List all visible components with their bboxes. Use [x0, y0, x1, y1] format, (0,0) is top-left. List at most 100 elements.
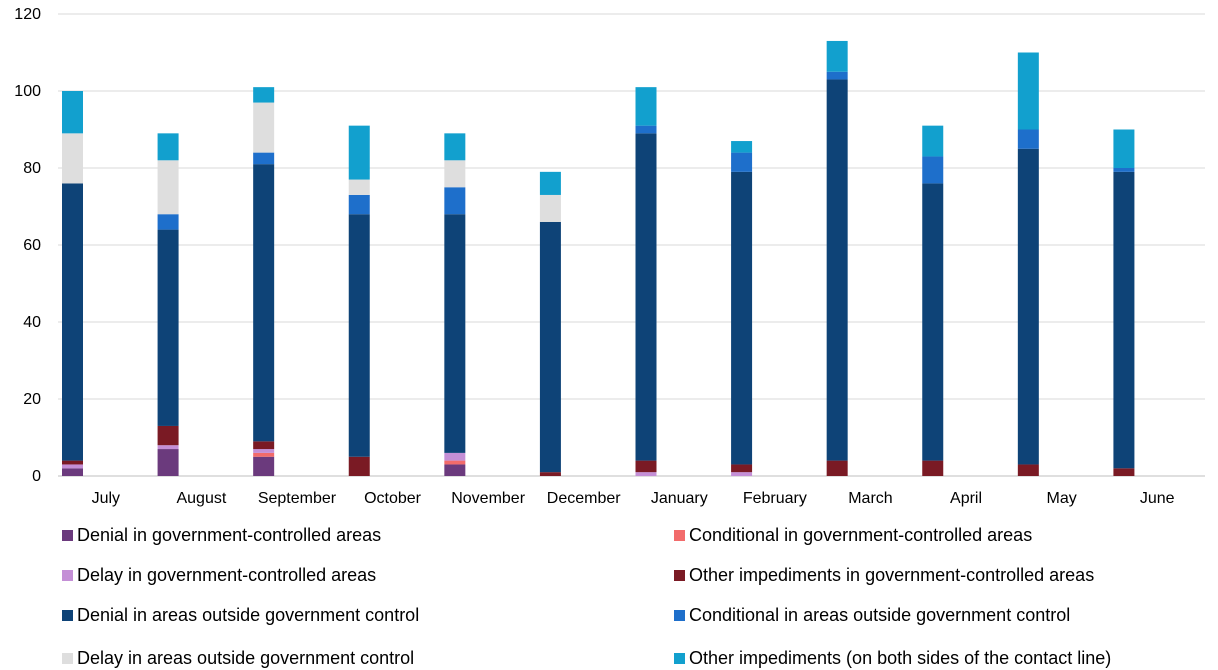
legend-item: Conditional in government-controlled are… [674, 525, 1032, 546]
bar-segment [922, 460, 944, 476]
bar-segment [62, 464, 83, 469]
x-tick-label: March [848, 490, 892, 507]
bar-segment [444, 214, 466, 453]
bar-segment [62, 183, 83, 461]
bar-segment [157, 445, 179, 450]
bar-segment [1113, 468, 1135, 476]
bar-segment [253, 152, 275, 165]
legend-item: Denial in government-controlled areas [62, 525, 381, 546]
y-tick-label: 100 [14, 83, 41, 100]
bar-segment [731, 141, 753, 153]
legend-label: Other impediments (on both sides of the … [689, 648, 1112, 668]
bar-segment [157, 160, 179, 215]
legend-swatch [62, 610, 73, 621]
bar-segment [922, 183, 944, 461]
bar-segment [157, 214, 179, 230]
x-tick-label: May [1047, 490, 1077, 507]
x-tick-label: December [547, 490, 621, 507]
legend-label: Other impediments in government-controll… [689, 565, 1095, 585]
legend-item: Delay in government-controlled areas [62, 565, 376, 586]
bar-segment [922, 125, 944, 157]
bar-segment [731, 464, 753, 473]
x-tick-label: August [176, 490, 226, 507]
legend-swatch [674, 570, 685, 581]
bar-segment [826, 40, 848, 72]
bar-segment [1017, 464, 1039, 476]
legend-swatch [62, 570, 73, 581]
legend-swatch [674, 653, 685, 664]
bar-segment [444, 464, 466, 476]
bar-segment [826, 79, 848, 461]
bar-segment [731, 152, 753, 172]
x-tick-label: July [92, 490, 120, 507]
x-tick-label: September [258, 490, 337, 507]
x-tick-label: June [1140, 490, 1175, 507]
bar-segment [826, 460, 848, 476]
bar-segment [1113, 171, 1135, 469]
bar-segment [348, 179, 370, 195]
x-tick-label: October [364, 490, 422, 507]
bar-segment [253, 452, 275, 457]
legend-swatch [674, 610, 685, 621]
bar-segment [539, 221, 561, 473]
legend-item: Other impediments in government-controll… [674, 565, 1094, 586]
y-tick-label: 0 [32, 468, 41, 485]
y-tick-label: 20 [23, 391, 41, 408]
bar-segment [635, 460, 657, 473]
y-tick-label: 40 [23, 314, 41, 331]
bar-segment [444, 460, 466, 465]
y-tick-label: 60 [23, 237, 41, 254]
bar-segment [635, 472, 657, 476]
bar-segment [253, 449, 275, 453]
bar-segment [62, 133, 83, 184]
legend-label: Denial in areas outside government contr… [77, 605, 420, 625]
legend-item: Delay in areas outside government contro… [62, 648, 414, 669]
bar-segment [539, 171, 561, 195]
bar-segment [1113, 168, 1135, 172]
bar-segment [635, 87, 657, 126]
legend-swatch [62, 653, 73, 664]
bar-segment [1017, 52, 1039, 130]
bar-segment [444, 160, 466, 188]
legend-swatch [62, 530, 73, 541]
bar-segment [348, 194, 370, 215]
bar-segment [253, 102, 275, 153]
gridlines [58, 13, 1205, 477]
bar-segment [253, 441, 275, 450]
legend-swatch [674, 530, 685, 541]
bar-segment [444, 133, 466, 161]
bar-segment [253, 87, 275, 103]
legend-label: Delay in government-controlled areas [77, 565, 377, 585]
bar-segment [539, 194, 561, 222]
x-tick-label: February [743, 490, 807, 507]
bar-segment [731, 472, 753, 476]
bar-segment [253, 164, 275, 442]
bar-segment [539, 472, 561, 476]
bar-segment [253, 456, 275, 476]
bar-segment [444, 187, 466, 215]
legend-item: Other impediments (on both sides of the … [674, 648, 1111, 669]
bar-segment [157, 229, 179, 426]
bar-segment [157, 133, 179, 161]
bar-segment [922, 156, 944, 184]
bar-segment [635, 133, 657, 461]
bar-segment [157, 449, 179, 476]
bar-segment [348, 125, 370, 180]
bar-segment [62, 91, 83, 134]
bar-segment [731, 171, 753, 465]
legend-item: Denial in areas outside government contr… [62, 605, 419, 626]
legend-label: Conditional in areas outside government … [689, 605, 1071, 625]
y-axis-ticks: 0 20 40 60 80 100 120 [14, 6, 41, 485]
legend: Denial in government-controlled areas Con… [0, 520, 1218, 670]
bar-segment [444, 452, 466, 461]
legend-label: Denial in government-controlled areas [77, 525, 382, 545]
bar-segment [62, 468, 83, 476]
bar-segment [635, 125, 657, 134]
bar-segment [157, 425, 179, 446]
bar-segment [1017, 148, 1039, 465]
bar-segment [348, 214, 370, 457]
x-axis-ticks: July August September October November Decemb… [92, 490, 1175, 507]
bar-segment [62, 460, 83, 465]
x-tick-label: November [451, 490, 525, 507]
x-tick-label: April [950, 490, 982, 507]
